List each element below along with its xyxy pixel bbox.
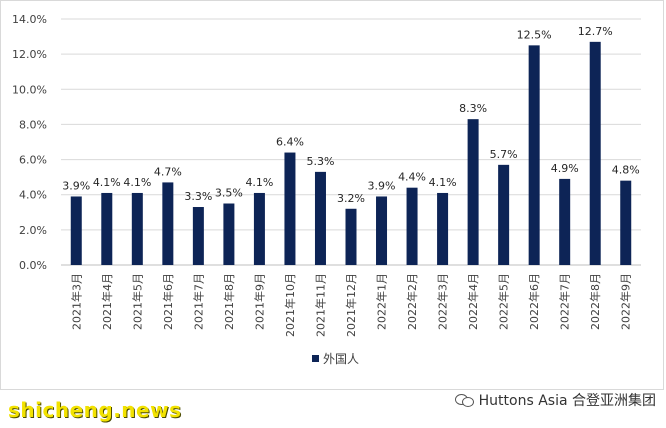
- bar: [284, 152, 296, 265]
- data-label: 3.3%: [184, 190, 212, 203]
- x-tick-label: 2022年7月: [558, 273, 572, 330]
- y-tick-label: 12.0%: [12, 48, 47, 61]
- x-tick-label: 2021年8月: [222, 273, 236, 330]
- watermark-shicheng: shicheng.news: [8, 398, 182, 422]
- x-tick-label: 2021年6月: [161, 273, 175, 330]
- watermark-huttons-text: Huttons Asia 合登亚洲集团: [478, 393, 656, 409]
- x-tick-label: 2022年5月: [497, 273, 511, 330]
- chart-frame: 0.0% 2.0% 4.0% 6.0% 8.0% 10.0% 12.0% 14.0% 3.9%…: [0, 0, 664, 390]
- data-label: 4.4%: [398, 171, 426, 184]
- data-label: 4.1%: [123, 176, 151, 189]
- bar: [253, 192, 265, 265]
- bar: [162, 182, 174, 265]
- y-tick-label: 6.0%: [19, 154, 47, 167]
- bar: [131, 192, 143, 265]
- x-tick-label: 2022年3月: [436, 273, 450, 330]
- data-label: 4.1%: [245, 176, 273, 189]
- data-label: 8.3%: [459, 102, 487, 115]
- data-labels: 3.9% 4.1% 4.1%4.7%3.3% 3.5%4.1%6.4%5.3%3.2%…: [62, 25, 639, 205]
- bars: [70, 41, 632, 266]
- y-tick-label: 4.0%: [19, 189, 47, 202]
- bar: [406, 187, 418, 265]
- data-label: 12.5%: [517, 28, 552, 41]
- bar: [101, 192, 113, 265]
- bar: [467, 119, 479, 266]
- x-tick-label: 2021年12月: [344, 273, 358, 337]
- data-label: 5.7%: [490, 148, 518, 161]
- watermark-huttons: Huttons Asia 合登亚洲集团: [454, 390, 656, 410]
- bar: [376, 196, 388, 265]
- x-tick-label: 2021年5月: [130, 273, 144, 330]
- x-tick-label: 2021年4月: [100, 273, 114, 330]
- data-label: 6.4%: [276, 136, 304, 149]
- bar: [589, 41, 601, 265]
- legend-label: 外国人: [323, 352, 359, 366]
- x-tick-label: 2021年3月: [69, 273, 83, 330]
- data-label: 4.7%: [154, 165, 182, 178]
- x-tick-label: 2022年6月: [527, 273, 541, 330]
- x-tick-label: 2022年2月: [405, 273, 419, 330]
- bar: [192, 207, 204, 265]
- x-axis-ticks: 2021年3月 2021年4月 2021年5月 2021年6月 2021年7月 2021年…: [69, 273, 632, 337]
- wechat-icon: [454, 393, 474, 407]
- data-label: 3.2%: [337, 192, 365, 205]
- bar: [314, 171, 326, 265]
- bar: [70, 196, 82, 265]
- data-label: 4.8%: [612, 164, 640, 177]
- bar: [223, 203, 235, 265]
- legend-swatch: [312, 355, 319, 362]
- x-tick-label: 2022年1月: [375, 273, 389, 330]
- y-tick-label: 2.0%: [19, 224, 47, 237]
- x-tick-label: 2021年11月: [313, 273, 327, 337]
- data-label: 3.9%: [62, 179, 90, 192]
- data-label: 4.1%: [93, 176, 121, 189]
- bar: [498, 164, 510, 265]
- data-label: 12.7%: [578, 25, 613, 38]
- bar: [528, 45, 540, 265]
- x-tick-label: 2021年9月: [252, 273, 266, 330]
- y-tick-label: 14.0%: [12, 13, 47, 26]
- bar: [559, 178, 571, 265]
- legend: 外国人: [312, 352, 359, 366]
- x-tick-label: 2022年4月: [466, 273, 480, 330]
- y-axis-ticks: 0.0% 2.0% 4.0% 6.0% 8.0% 10.0% 12.0% 14.0%: [12, 13, 47, 272]
- x-tick-label: 2022年8月: [588, 273, 602, 330]
- y-tick-label: 0.0%: [19, 259, 47, 272]
- data-label: 4.1%: [429, 176, 457, 189]
- x-tick-label: 2021年10月: [283, 273, 297, 337]
- data-label: 3.9%: [368, 179, 396, 192]
- data-label: 3.5%: [215, 187, 243, 200]
- bar: [437, 192, 449, 265]
- bar: [620, 180, 632, 265]
- gridlines: [61, 18, 641, 266]
- bar: [345, 208, 357, 265]
- x-tick-label: 2022年9月: [619, 273, 633, 330]
- y-tick-label: 10.0%: [12, 83, 47, 96]
- x-tick-label: 2021年7月: [191, 273, 205, 330]
- bar-chart: 0.0% 2.0% 4.0% 6.0% 8.0% 10.0% 12.0% 14.0% 3.9%…: [12, 13, 641, 366]
- data-label: 5.3%: [306, 155, 334, 168]
- data-label: 4.9%: [551, 162, 579, 175]
- y-tick-label: 8.0%: [19, 118, 47, 131]
